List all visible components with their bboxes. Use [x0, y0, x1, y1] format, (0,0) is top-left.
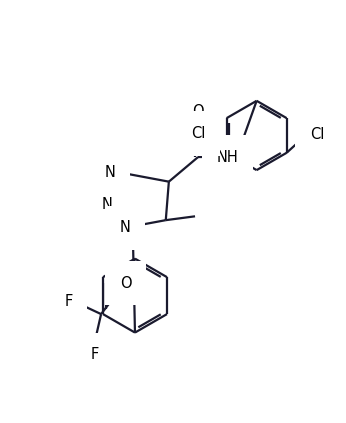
Text: O: O	[120, 276, 131, 291]
Text: N: N	[119, 220, 130, 235]
Text: Cl: Cl	[310, 127, 324, 142]
Text: N: N	[105, 165, 116, 180]
Text: NH: NH	[217, 149, 238, 165]
Text: O: O	[192, 104, 204, 118]
Text: F: F	[91, 347, 99, 362]
Text: F: F	[64, 294, 73, 308]
Text: N: N	[102, 197, 113, 212]
Text: Cl: Cl	[191, 126, 206, 141]
